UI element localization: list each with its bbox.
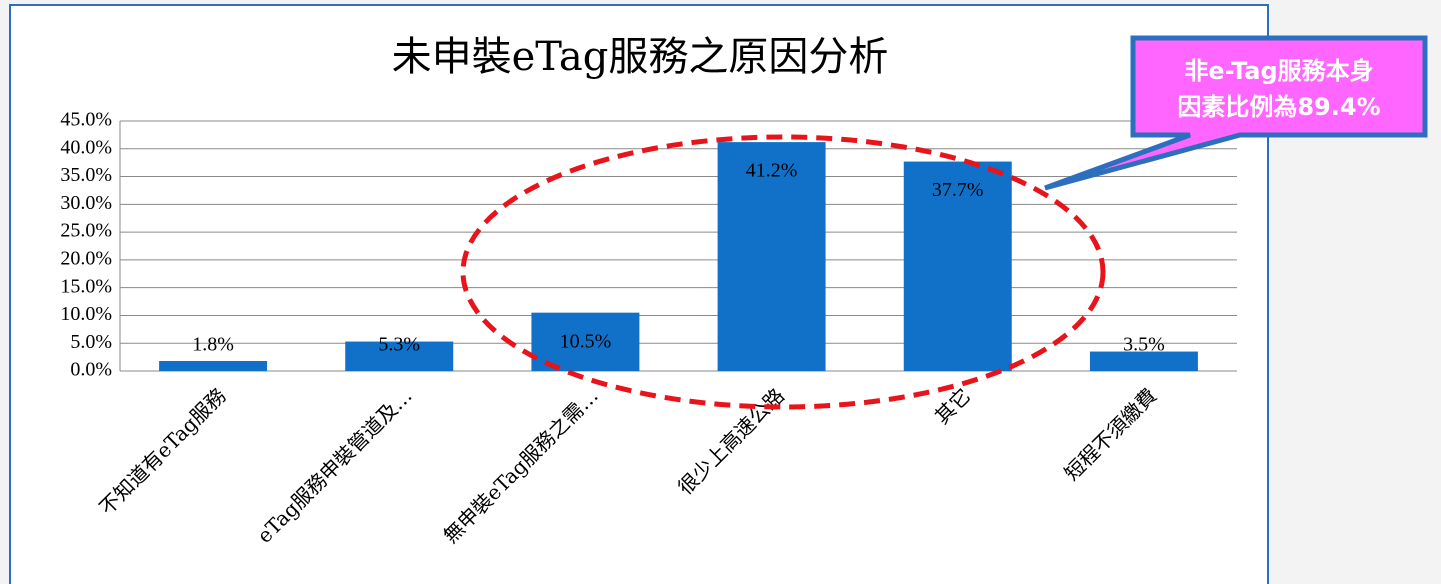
chart-frame [9, 4, 1269, 584]
bar [717, 142, 826, 371]
y-tick-label: 45.0% [60, 109, 112, 131]
y-tick-label: 25.0% [60, 220, 112, 242]
bar [345, 341, 454, 371]
highlight-ellipse [460, 134, 1106, 410]
value-label: 41.2% [746, 160, 798, 182]
bar [1089, 351, 1198, 371]
callout-text: 非e-Tag服務本身 [1184, 57, 1373, 85]
y-tick-label: 0.0% [70, 359, 112, 381]
y-tick-label: 40.0% [60, 136, 112, 158]
bar [903, 161, 1012, 371]
value-label: 5.3% [378, 334, 420, 356]
y-tick-label: 10.0% [60, 303, 112, 325]
callout [1044, 35, 1428, 191]
y-tick-label: 30.0% [60, 192, 112, 214]
chart-title: 未申裝eTag服務之原因分析 [392, 34, 889, 80]
bar [159, 361, 268, 371]
bar [531, 312, 640, 371]
callout-text: 因素比例為89.4% [1177, 93, 1380, 121]
value-label: 37.7% [932, 179, 984, 201]
y-tick-label: 15.0% [60, 275, 112, 297]
value-label: 1.8% [192, 334, 234, 356]
value-label: 10.5% [560, 330, 612, 352]
y-tick-label: 20.0% [60, 247, 112, 269]
value-label: 3.5% [1123, 334, 1165, 356]
y-tick-label: 35.0% [60, 164, 112, 186]
y-tick-label: 5.0% [70, 331, 112, 353]
